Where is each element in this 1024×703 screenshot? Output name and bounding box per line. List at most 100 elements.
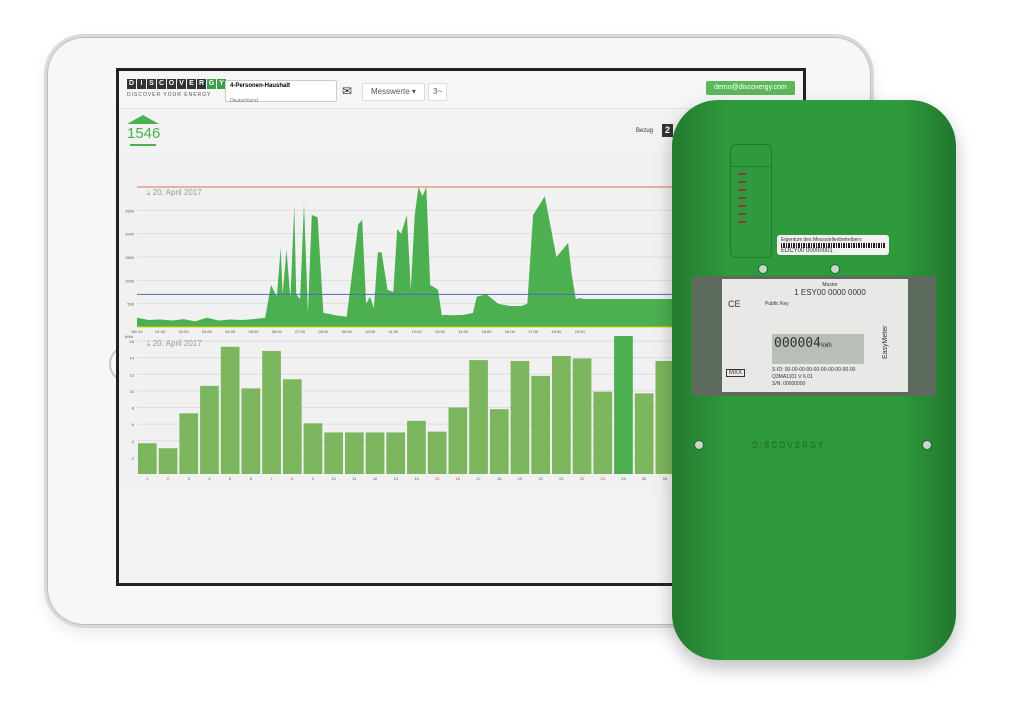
consumption-area bbox=[137, 187, 799, 327]
x-tick-label: 2 bbox=[167, 476, 170, 481]
y-tick-label: 12 bbox=[130, 372, 135, 377]
x-tick-label: 5 bbox=[229, 476, 232, 481]
bar-day-22 bbox=[572, 358, 592, 474]
x-tick-label: 15:00 bbox=[481, 329, 492, 334]
x-tick-label: 1 bbox=[146, 476, 149, 481]
logo-tagline: DISCOVER YOUR ENERGY bbox=[127, 92, 212, 98]
x-tick-label: 16 bbox=[456, 476, 461, 481]
bar-day-5 bbox=[220, 346, 240, 474]
phase-button[interactable]: 3~ bbox=[428, 83, 448, 101]
location-sub: Deutschland bbox=[230, 98, 258, 104]
bar-day-23 bbox=[593, 391, 613, 474]
x-tick-label: 21 bbox=[559, 476, 564, 481]
x-tick-label: 3 bbox=[188, 476, 191, 481]
bar-day-10 bbox=[324, 432, 343, 474]
x-tick-label: 14:00 bbox=[458, 329, 469, 334]
bar-day-4 bbox=[200, 385, 219, 474]
x-tick-label: 17 bbox=[476, 476, 481, 481]
x-tick-label: 07:00 bbox=[295, 329, 306, 334]
led-panel bbox=[730, 144, 772, 258]
mail-icon[interactable]: ✉ bbox=[342, 84, 353, 98]
logo-letter: V bbox=[177, 79, 186, 89]
bar-day-6 bbox=[241, 388, 261, 474]
x-tick-label: 23 bbox=[601, 476, 606, 481]
logo-letter: R bbox=[197, 79, 206, 89]
location-title: 4-Personen-Haushalt bbox=[230, 83, 291, 89]
x-tick-label: 8 bbox=[291, 476, 294, 481]
bar-day-13 bbox=[386, 432, 406, 474]
x-tick-label: 12 bbox=[373, 476, 378, 481]
meter-window: Muster 1 ESY00 0000 0000 Public Key CE 0… bbox=[692, 276, 936, 396]
x-tick-label: 05:00 bbox=[248, 329, 259, 334]
x-tick-label: 06:00 bbox=[272, 329, 283, 334]
embossed-logo: DISCOVERGY bbox=[752, 440, 826, 449]
x-tick-label: 19 bbox=[518, 476, 523, 481]
y-tick-label: 4 bbox=[132, 439, 135, 444]
x-tick-label: 9 bbox=[312, 476, 315, 481]
x-tick-label: 18 bbox=[497, 476, 502, 481]
bar-day-25 bbox=[634, 393, 654, 474]
x-tick-label: 01:00 bbox=[155, 329, 166, 334]
logo-letter: C bbox=[157, 79, 166, 89]
x-tick-label: 12:00 bbox=[412, 329, 423, 334]
x-tick-label: 04:00 bbox=[225, 329, 236, 334]
logo-letter: D bbox=[127, 79, 136, 89]
bar-day-20 bbox=[531, 375, 550, 474]
bezug-digit: 2 bbox=[662, 124, 673, 137]
bar-day-24 bbox=[614, 336, 633, 474]
bar-day-15 bbox=[427, 431, 447, 474]
y-tick-label: 1000 bbox=[125, 278, 135, 283]
x-tick-label: 25 bbox=[642, 476, 647, 481]
x-tick-label: 08:00 bbox=[318, 329, 329, 334]
house-icon bbox=[127, 115, 159, 124]
x-tick-label: 11:00 bbox=[388, 329, 398, 334]
x-tick-label: 15 bbox=[435, 476, 440, 481]
x-tick-label: 19:00 bbox=[575, 329, 586, 334]
bar-day-3 bbox=[179, 413, 199, 474]
x-tick-label: Mo 24 bbox=[131, 329, 143, 334]
meter-display: 000004kWh bbox=[772, 334, 864, 364]
x-tick-label: 22 bbox=[580, 476, 585, 481]
bar-day-9 bbox=[303, 423, 323, 474]
x-tick-label: 14 bbox=[414, 476, 419, 481]
bezug-label: Bezug bbox=[636, 128, 654, 134]
x-tick-label: 10 bbox=[331, 476, 336, 481]
y-tick-label: 2500 bbox=[125, 208, 135, 213]
y-axis-label: kWh bbox=[125, 334, 133, 339]
y-tick-label: 16 bbox=[130, 339, 135, 344]
x-tick-label: 10:00 bbox=[365, 329, 376, 334]
logo-letter: S bbox=[147, 79, 156, 89]
x-tick-label: 16:00 bbox=[505, 329, 516, 334]
y-tick-label: 500 bbox=[127, 302, 134, 307]
location-select[interactable]: 4-Personen-Haushalt Deutschland bbox=[225, 80, 337, 104]
messwerte-menu[interactable]: Messwerte ▾ bbox=[362, 83, 425, 101]
logo-letter: E bbox=[187, 79, 196, 89]
bar-day-8 bbox=[282, 379, 302, 474]
house-summary: 1546 bbox=[127, 115, 160, 148]
consumption-value: 1546 bbox=[127, 125, 161, 142]
smart-meter: Eigentum des Messstellenbetreibers EDCY00… bbox=[672, 100, 956, 660]
meter-label: Eigentum des Messstellenbetreibers EDCY00… bbox=[777, 235, 889, 255]
bar-day-12 bbox=[365, 432, 385, 474]
x-tick-label: 03:00 bbox=[202, 329, 213, 334]
x-tick-label: 6 bbox=[250, 476, 253, 481]
user-email-button[interactable]: demo@discovergy.com bbox=[706, 81, 795, 95]
x-tick-label: 20 bbox=[538, 476, 543, 481]
bar-day-17 bbox=[469, 360, 488, 474]
bar-day-19 bbox=[510, 360, 530, 474]
bar-day-14 bbox=[407, 420, 426, 474]
x-tick-label: 17:00 bbox=[528, 329, 539, 334]
x-tick-label: 13 bbox=[394, 476, 399, 481]
bar-day-11 bbox=[345, 432, 364, 474]
x-tick-label: 18:00 bbox=[551, 329, 562, 334]
x-tick-label: 4 bbox=[208, 476, 211, 481]
x-tick-label: 26 bbox=[663, 476, 668, 481]
y-tick-label: 6 bbox=[132, 422, 135, 427]
chart1-title: ⤓ 20. April 2017 bbox=[147, 188, 202, 197]
bar-day-16 bbox=[448, 407, 468, 474]
chart2-title: ⤓ 20. April 2017 bbox=[147, 339, 202, 348]
bar-day-2 bbox=[158, 448, 178, 474]
x-tick-label: 24 bbox=[621, 476, 626, 481]
